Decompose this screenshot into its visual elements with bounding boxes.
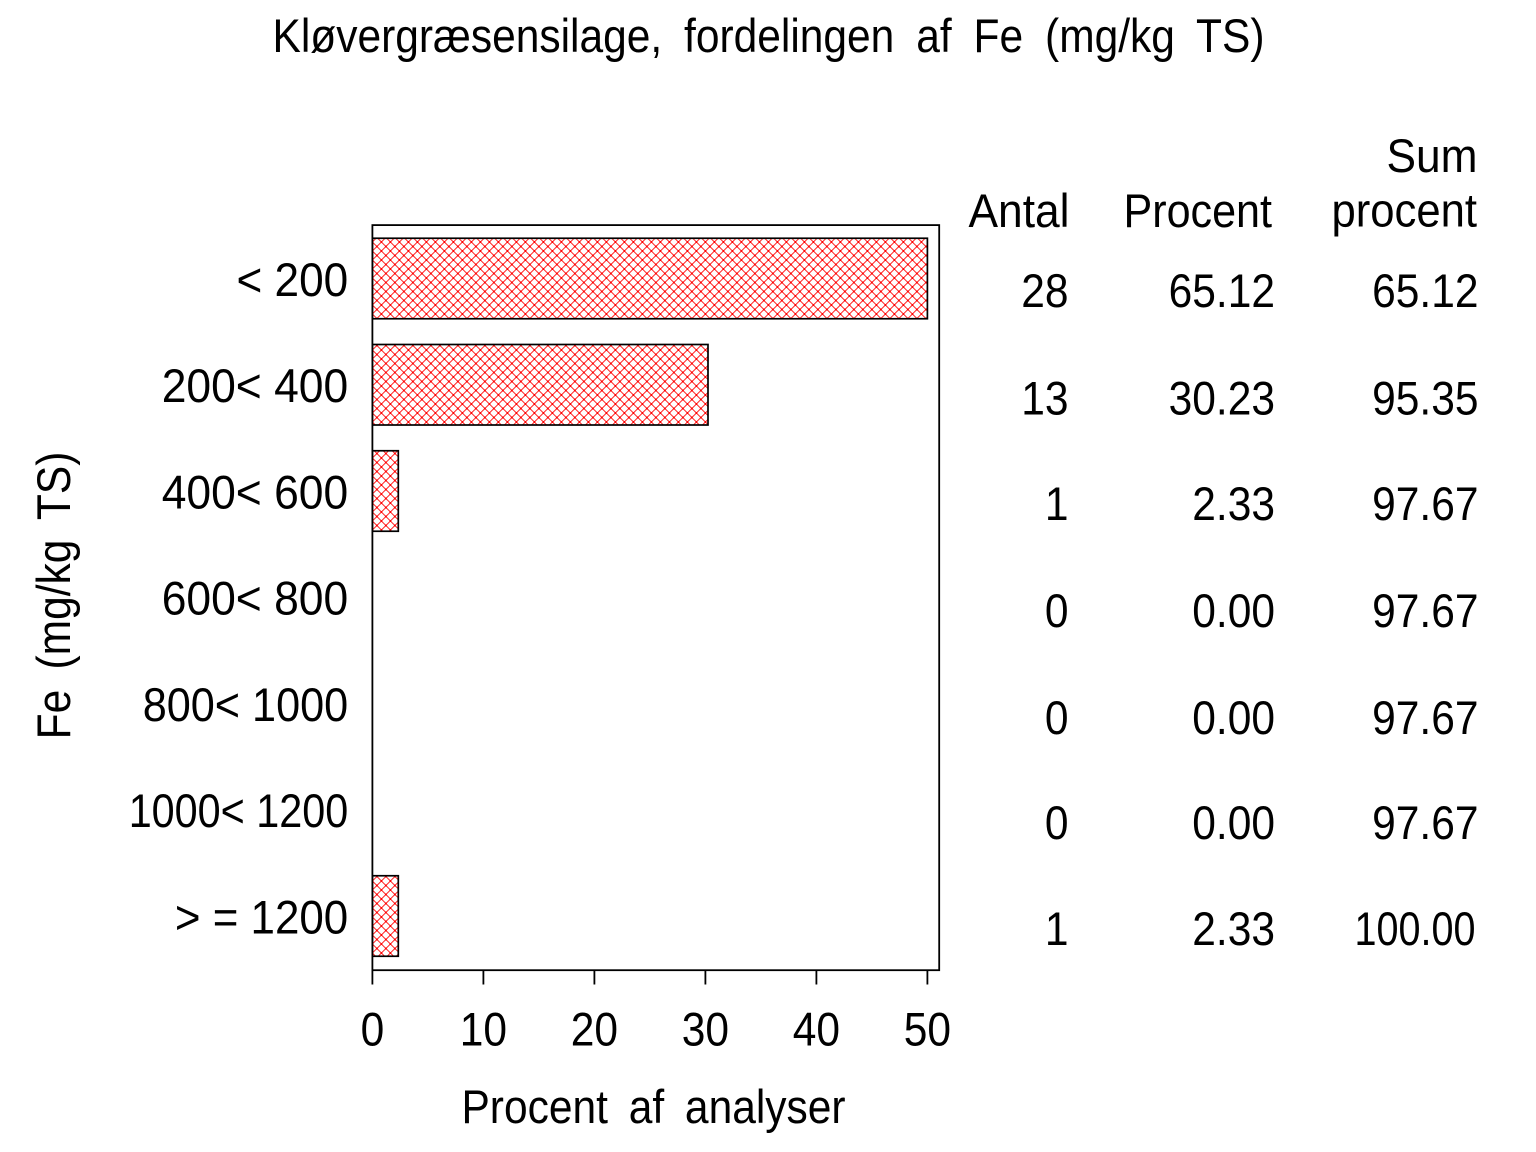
svg-text:1000< 1200: 1000< 1200 [129,784,349,838]
svg-text:Procent: Procent [1124,184,1273,238]
svg-text:0.00: 0.00 [1192,584,1275,638]
svg-text:600< 800: 600< 800 [162,571,349,625]
svg-text:13: 13 [1021,371,1068,425]
svg-text:28: 28 [1021,264,1068,318]
svg-text:Sum: Sum [1387,129,1478,183]
svg-text:40: 40 [793,1002,840,1056]
svg-text:0.00: 0.00 [1192,796,1275,850]
svg-text:10: 10 [460,1002,507,1056]
svg-text:30: 30 [682,1002,729,1056]
svg-text:Procent af analyser: Procent af analyser [461,1080,845,1134]
svg-text:2.33: 2.33 [1192,902,1275,956]
svg-text:0: 0 [1045,584,1069,638]
svg-text:30.23: 30.23 [1169,371,1275,425]
svg-text:Kløvergræsensilage, fordelinge: Kløvergræsensilage, fordelingen af Fe (m… [273,9,1265,63]
svg-text:1: 1 [1045,902,1069,956]
svg-text:65.12: 65.12 [1372,264,1478,318]
svg-text:1: 1 [1045,477,1069,531]
svg-text:95.35: 95.35 [1372,371,1478,425]
svg-text:Antal: Antal [969,184,1070,238]
svg-text:0: 0 [361,1002,385,1056]
svg-text:100.00: 100.00 [1355,902,1476,956]
svg-text:400< 600: 400< 600 [162,465,349,519]
svg-text:< 200: < 200 [237,253,349,307]
svg-text:> = 1200: > = 1200 [175,891,348,945]
svg-text:97.67: 97.67 [1372,691,1478,745]
svg-text:200< 400: 200< 400 [162,359,349,413]
svg-text:97.67: 97.67 [1372,796,1478,850]
svg-text:97.67: 97.67 [1372,584,1478,638]
svg-text:0: 0 [1045,796,1069,850]
svg-text:procent: procent [1332,183,1478,237]
svg-text:65.12: 65.12 [1169,264,1275,318]
svg-text:50: 50 [904,1002,951,1056]
svg-text:800< 1000: 800< 1000 [143,678,349,732]
svg-text:20: 20 [571,1002,618,1056]
svg-text:0.00: 0.00 [1192,691,1275,745]
svg-text:97.67: 97.67 [1372,477,1478,531]
svg-text:Fe (mg/kg TS): Fe (mg/kg TS) [27,452,81,740]
svg-text:2.33: 2.33 [1192,477,1275,531]
svg-text:0: 0 [1045,691,1069,745]
